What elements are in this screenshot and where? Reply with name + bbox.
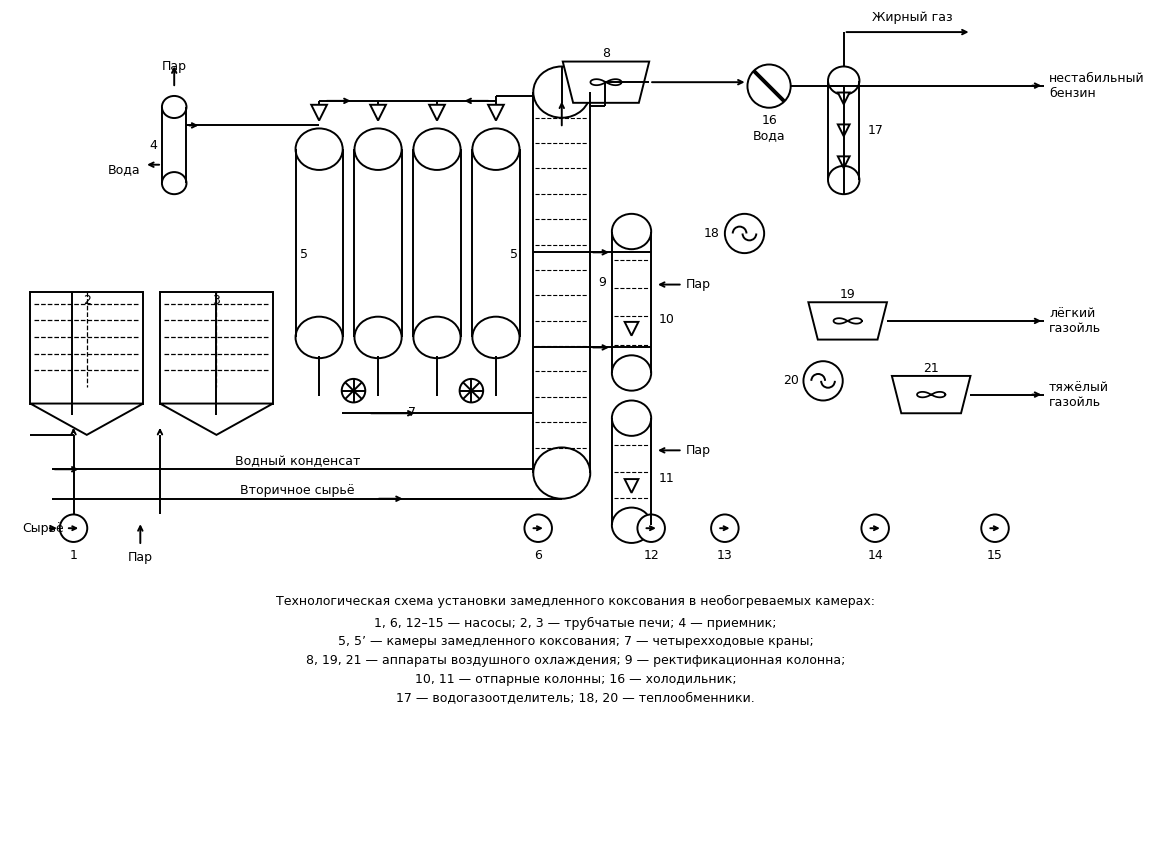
Text: тяжёлый
газойль: тяжёлый газойль [1049, 381, 1109, 408]
Text: Вторичное сырьё: Вторичное сырьё [240, 484, 354, 497]
Text: 20: 20 [782, 374, 799, 388]
Polygon shape [625, 479, 639, 493]
Text: 9: 9 [598, 276, 606, 289]
Circle shape [459, 379, 483, 402]
Bar [30, 293, 143, 403]
Ellipse shape [828, 67, 859, 95]
Ellipse shape [612, 214, 651, 249]
Ellipse shape [295, 317, 343, 358]
Text: 21: 21 [923, 361, 939, 375]
Ellipse shape [295, 128, 343, 170]
Text: 3: 3 [212, 294, 220, 306]
Text: Пар: Пар [162, 60, 187, 73]
Circle shape [803, 361, 843, 401]
Text: 5: 5 [301, 248, 308, 261]
Circle shape [725, 214, 764, 253]
Circle shape [342, 379, 365, 402]
Bar [160, 293, 273, 403]
Text: 6: 6 [534, 550, 542, 562]
Text: 2: 2 [83, 294, 91, 306]
Circle shape [862, 514, 888, 542]
Polygon shape [160, 403, 273, 435]
Text: 1, 6, 12–15 — насосы; 2, 3 — трубчатые печи; 4 — приемник;: 1, 6, 12–15 — насосы; 2, 3 — трубчатые п… [374, 616, 777, 630]
Ellipse shape [162, 96, 187, 118]
Text: 8: 8 [602, 47, 610, 60]
Text: 18: 18 [704, 227, 719, 240]
Polygon shape [838, 124, 850, 136]
Ellipse shape [612, 355, 651, 390]
Text: Вода: Вода [753, 128, 786, 142]
Ellipse shape [612, 508, 651, 543]
Polygon shape [489, 104, 504, 121]
Text: 5': 5' [510, 248, 521, 261]
Ellipse shape [472, 317, 520, 358]
Text: 16: 16 [761, 114, 777, 127]
Text: Водный конденсат: Водный конденсат [234, 455, 360, 468]
Polygon shape [370, 104, 386, 121]
Ellipse shape [472, 128, 520, 170]
Text: Жирный газ: Жирный газ [872, 11, 953, 24]
Text: 14: 14 [868, 550, 883, 562]
Polygon shape [311, 104, 326, 121]
Text: нестабильный
бензин: нестабильный бензин [1049, 72, 1145, 99]
Ellipse shape [414, 128, 461, 170]
Circle shape [982, 514, 1009, 542]
Text: 13: 13 [717, 550, 732, 562]
Text: Вода: Вода [107, 163, 140, 176]
Text: 11: 11 [659, 473, 675, 485]
Text: Сырьё: Сырьё [22, 521, 64, 535]
Ellipse shape [533, 67, 590, 118]
Text: 19: 19 [840, 288, 856, 301]
Ellipse shape [354, 317, 401, 358]
Polygon shape [30, 403, 143, 435]
Text: 15: 15 [988, 550, 1003, 562]
Circle shape [747, 64, 791, 108]
Ellipse shape [612, 401, 651, 436]
Polygon shape [838, 157, 850, 168]
Text: 1: 1 [70, 550, 77, 562]
Polygon shape [563, 62, 649, 103]
Text: 10, 11 — отпарные колонны; 16 — холодильник;: 10, 11 — отпарные колонны; 16 — холодиль… [415, 673, 737, 686]
Ellipse shape [162, 172, 187, 194]
Text: 17: 17 [868, 124, 883, 137]
Text: 7: 7 [408, 406, 416, 419]
Text: 17 — водогазоотделитель; 18, 20 — теплообменники.: 17 — водогазоотделитель; 18, 20 — теплоо… [396, 692, 754, 704]
Text: 12: 12 [644, 550, 659, 562]
Text: Технологическая схема установки замедленного коксования в необогреваемых камерах: Технологическая схема установки замедлен… [276, 595, 874, 608]
Ellipse shape [533, 448, 590, 499]
Text: 5, 5’ — камеры замедленного коксования; 7 — четырехходовые краны;: 5, 5’ — камеры замедленного коксования; … [338, 635, 814, 648]
Circle shape [525, 514, 552, 542]
Circle shape [711, 514, 738, 542]
Circle shape [638, 514, 665, 542]
Polygon shape [838, 92, 850, 104]
Text: 4: 4 [149, 139, 157, 152]
Text: 8, 19, 21 — аппараты воздушного охлаждения; 9 — ректификационная колонна;: 8, 19, 21 — аппараты воздушного охлажден… [305, 654, 845, 667]
Polygon shape [429, 104, 445, 121]
Text: лёгкий
газойль: лёгкий газойль [1049, 307, 1101, 335]
Text: Пар: Пар [686, 444, 710, 457]
Text: Пар: Пар [128, 551, 153, 564]
Ellipse shape [354, 128, 401, 170]
Polygon shape [625, 322, 639, 336]
Text: 10: 10 [659, 313, 675, 326]
Circle shape [59, 514, 87, 542]
Ellipse shape [414, 317, 461, 358]
Ellipse shape [828, 166, 859, 194]
Text: Пар: Пар [686, 278, 710, 291]
Polygon shape [892, 376, 970, 413]
Polygon shape [808, 302, 887, 340]
